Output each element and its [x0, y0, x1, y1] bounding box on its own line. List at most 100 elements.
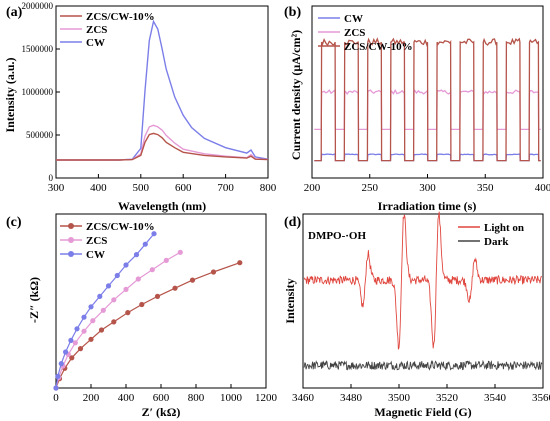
plot-frame-d: [302, 213, 544, 389]
data-point: [133, 252, 140, 258]
d-xtick-label: 3560: [532, 392, 550, 404]
data-point: [58, 361, 64, 367]
data-point: [97, 293, 103, 299]
panel-d: (d) 3460 3480 3500 3520 3540 3560 DMPO-·OH Ma…: [283, 211, 550, 419]
y-axis-label-c: -Z″ (kΩ): [27, 277, 41, 323]
c-xtick-label: 1200: [255, 392, 278, 404]
data-point: [72, 340, 78, 346]
a-xtick-label: 600: [175, 182, 192, 194]
data-point: [149, 267, 155, 273]
d-xtick-label: 3480: [340, 392, 363, 404]
annotation-dmpo: DMPO-·OH: [308, 230, 366, 242]
legend-entry: ZCS: [86, 235, 107, 247]
b-xtick-label: 400: [535, 182, 550, 194]
data-point: [69, 355, 75, 361]
data-point: [105, 283, 112, 289]
data-point: [123, 286, 129, 292]
c-xtick-label: 600: [153, 392, 170, 404]
a-xtick-label: 400: [90, 182, 107, 194]
a-ytick-label: 500000: [26, 130, 54, 140]
data-point: [172, 285, 178, 291]
legend-entry: ZCS/CW-10%: [344, 41, 413, 53]
c-xtick-label: 1000: [220, 392, 243, 404]
y-axis-label-a: Intensity (a.u.): [3, 57, 17, 132]
d-xtick-label: 3520: [436, 392, 459, 404]
legend-marker: [68, 251, 74, 257]
data-point: [111, 319, 117, 325]
a-ytick-label: 2000000: [22, 1, 54, 11]
data-point: [154, 293, 161, 299]
panel-label-d: (d): [284, 215, 301, 230]
data-point: [63, 349, 69, 355]
data-point: [114, 272, 120, 279]
panel-label-a: (a): [6, 5, 23, 20]
data-point: [177, 249, 183, 255]
data-point: [111, 297, 117, 303]
a-ytick-label: 1500000: [22, 44, 54, 54]
d-xtick-label: 3540: [484, 392, 507, 404]
data-point: [237, 260, 243, 266]
x-axis-label-b: Irradiation time (s): [378, 199, 477, 213]
data-point: [53, 385, 59, 391]
panel-label-c: (c): [6, 215, 22, 230]
series-line: [55, 251, 181, 389]
b-xtick-label: 300: [419, 182, 436, 194]
panel-label-b: (b): [284, 5, 301, 20]
data-point: [77, 346, 84, 352]
data-point: [90, 318, 96, 324]
b-xtick-label: 350: [477, 182, 494, 194]
a-xtick-label: 700: [217, 182, 234, 194]
data-point: [142, 241, 148, 247]
c-xtick-label: 400: [118, 392, 135, 404]
data-point: [163, 257, 169, 263]
data-point: [74, 326, 80, 332]
data-point: [81, 328, 87, 334]
b-xtick-label: 200: [304, 182, 321, 194]
legend-entry: CW: [86, 37, 105, 49]
panel-c: (c) 0 200 400 600 800 1000 1200 Z′ (kΩ) -Z″ (k…: [6, 213, 278, 419]
series-line: [314, 37, 541, 162]
legend-entry: Dark: [484, 236, 509, 248]
a-ytick-label: 0: [49, 173, 54, 183]
legend-entry: ZCS/CW-10%: [86, 11, 155, 23]
y-axis-label-d: Intensity: [283, 278, 297, 323]
data-point: [210, 269, 217, 275]
series-line: [303, 211, 542, 350]
legend-entry: CW: [344, 13, 363, 25]
data-point: [125, 310, 131, 316]
data-point: [68, 337, 74, 343]
data-point: [55, 373, 61, 379]
legend-entry: ZCS: [344, 27, 365, 39]
d-xtick-label: 3460: [292, 392, 315, 404]
panel-a: (a) 300 400 500 600 700 800 0 500000 1000000 1500…: [3, 1, 277, 213]
legend-marker: [68, 223, 74, 229]
a-xtick-label: 800: [260, 182, 277, 194]
series-line: [56, 19, 269, 161]
x-axis-label-a: Wavelength (nm): [118, 199, 206, 213]
c-xtick-label: 200: [83, 392, 100, 404]
legend-entry: ZCS: [86, 24, 107, 36]
series-line: [56, 132, 269, 161]
series-line: [303, 359, 543, 371]
legend-marker: [68, 237, 74, 243]
data-point: [88, 336, 94, 342]
a-ytick-label: 1000000: [22, 87, 54, 97]
data-point: [189, 277, 196, 283]
c-xtick-label: 0: [53, 392, 59, 404]
data-point: [123, 262, 129, 268]
b-xtick-label: 250: [362, 182, 379, 194]
data-point: [81, 314, 87, 320]
legend-entry: CW: [86, 249, 105, 261]
data-point: [139, 301, 145, 308]
x-axis-label-c: Z′ (kΩ): [142, 405, 181, 419]
c-xtick-label: 800: [188, 392, 205, 404]
series-line: [56, 124, 269, 161]
legend-entry: Light on: [484, 222, 524, 234]
data-point: [98, 327, 105, 333]
legend-entry: ZCS/CW-10%: [86, 221, 155, 233]
d-xtick-label: 3500: [388, 392, 411, 404]
data-point: [100, 307, 106, 313]
x-axis-label-d: Magnetic Field (G): [374, 405, 471, 419]
series-line: [55, 262, 241, 389]
